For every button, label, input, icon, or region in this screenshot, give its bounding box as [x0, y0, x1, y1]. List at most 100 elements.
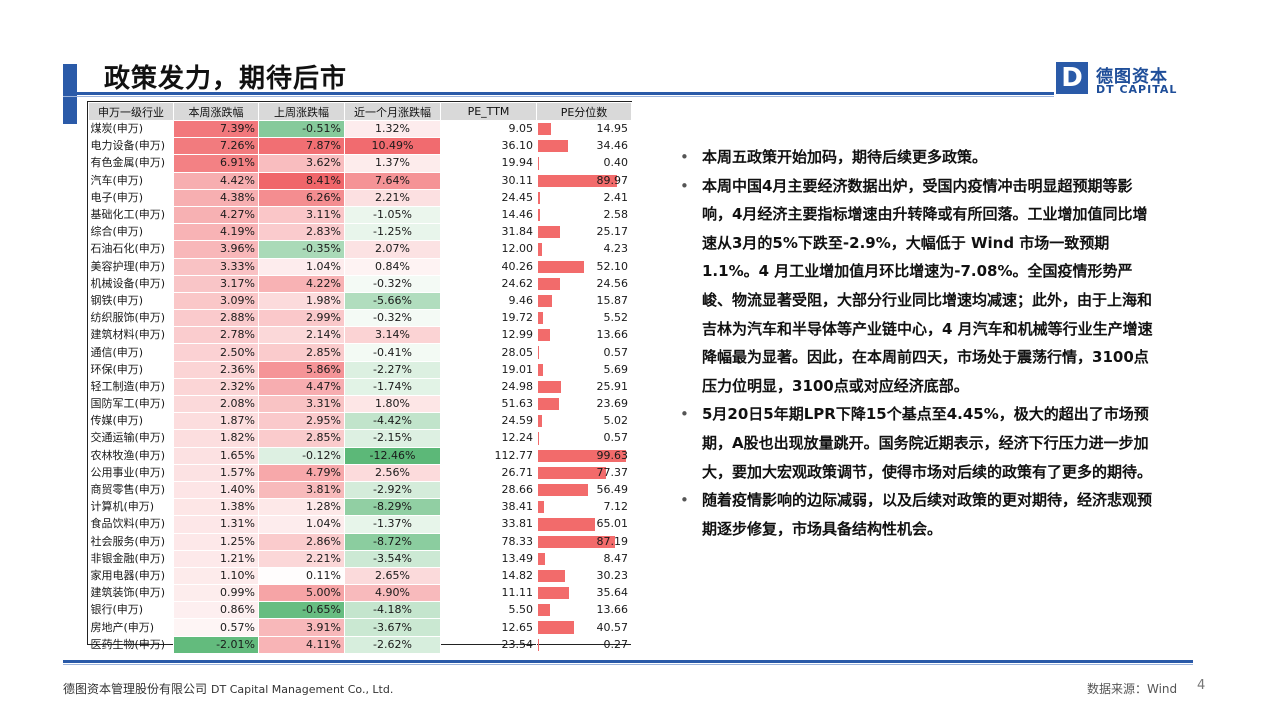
month-change: 1.32%: [344, 119, 441, 139]
month-change: -0.41%: [344, 343, 441, 362]
pe-percentile: 5.02: [536, 412, 632, 431]
pe-percentile: 40.57: [536, 618, 632, 637]
bullet-item: • 本周中国4月主要经济数据出炉，受国内疫情冲击明显超预期等影响，4月经济主要指标…: [680, 172, 1160, 401]
pe-percentile-value: 25.91: [596, 379, 629, 393]
industry-name: 家用电器(申万): [88, 566, 174, 586]
week-change: 1.40%: [173, 480, 259, 500]
week-change: -2.01%: [173, 635, 259, 654]
pe-percentile-bar: [538, 312, 543, 325]
pe-percentile-bar: [538, 191, 541, 204]
pe-ttm: 30.11: [440, 171, 537, 190]
bullet-dot-icon: •: [680, 148, 689, 166]
month-change: 2.21%: [344, 188, 441, 207]
pe-percentile-bar: [538, 501, 545, 514]
table-row: 计算机(申万) 1.38% 1.28% -8.29% 38.41 7.12: [88, 498, 632, 517]
pe-percentile: 25.91: [536, 377, 632, 397]
week-change: 4.19%: [173, 223, 259, 242]
bullet-dot-icon: •: [680, 176, 689, 195]
pe-percentile-bar: [538, 226, 561, 239]
pe-ttm: 112.77: [440, 446, 537, 465]
table-row: 煤炭(申万) 7.39% -0.51% 1.32% 9.05 14.95: [88, 119, 632, 139]
table-row: 机械设备(申万) 3.17% 4.22% -0.32% 24.62 24.56: [88, 274, 632, 293]
week-change: 3.33%: [173, 257, 259, 276]
table-row: 农林牧渔(申万) 1.65% -0.12% -12.46% 112.77 99.63: [88, 446, 632, 465]
table-row: 综合(申万) 4.19% 2.83% -1.25% 31.84 25.17: [88, 223, 632, 242]
week-change: 1.65%: [173, 446, 259, 465]
pe-ttm: 23.54: [440, 635, 537, 654]
industry-name: 煤炭(申万): [88, 119, 174, 139]
title-divider-thin: [63, 96, 1191, 97]
table-row: 交通运输(申万) 1.82% 2.85% -2.15% 12.24 0.57: [88, 429, 632, 448]
table-row: 通信(申万) 2.50% 2.85% -0.41% 28.05 0.57: [88, 343, 632, 362]
last-week-change: -0.65%: [258, 601, 345, 620]
pe-percentile-bar: [538, 483, 588, 497]
industry-name: 综合(申万): [88, 223, 174, 242]
pe-percentile-value: 8.47: [603, 551, 629, 565]
bullet-item: • 5月20日5年期LPR下降15个基点至4.45%，极大的超出了市场预期，A股也…: [680, 400, 1160, 486]
bullet-text: 本周五政策开始加码，期待后续更多政策。: [702, 148, 988, 166]
industry-name: 石油石化(申万): [88, 240, 174, 259]
last-week-change: 1.98%: [258, 291, 345, 311]
pe-percentile: 77.37: [536, 463, 632, 482]
table-row: 房地产(申万) 0.57% 3.91% -3.67% 12.65 40.57: [88, 618, 632, 637]
week-change: 3.09%: [173, 291, 259, 311]
week-change: 1.87%: [173, 412, 259, 431]
pe-percentile: 13.66: [536, 601, 632, 620]
pe-percentile-value: 35.64: [596, 586, 629, 600]
table-row: 食品饮料(申万) 1.31% 1.04% -1.37% 33.81 65.01: [88, 515, 632, 534]
table-row: 非银金融(申万) 1.21% 2.21% -3.54% 13.49 8.47: [88, 549, 632, 568]
pe-percentile-value: 2.41: [603, 190, 629, 204]
last-week-change: 4.79%: [258, 463, 345, 482]
last-week-change: 2.14%: [258, 326, 345, 345]
last-week-change: 5.00%: [258, 584, 345, 603]
pe-percentile-value: 87.19: [596, 534, 629, 548]
week-change: 1.38%: [173, 498, 259, 517]
week-change: 0.99%: [173, 584, 259, 603]
last-week-change: 2.85%: [258, 429, 345, 448]
table-row: 基础化工(申万) 4.27% 3.11% -1.05% 14.46 2.58: [88, 205, 632, 225]
pe-percentile-bar: [538, 346, 539, 359]
week-change: 2.78%: [173, 326, 259, 345]
month-change: -5.66%: [344, 291, 441, 311]
month-change: 2.07%: [344, 240, 441, 259]
table-row: 商贸零售(申万) 1.40% 3.81% -2.92% 28.66 56.49: [88, 480, 632, 500]
industry-name: 纺织服饰(申万): [88, 309, 174, 328]
pe-percentile-value: 15.87: [596, 293, 629, 307]
pe-percentile-value: 25.17: [596, 225, 629, 239]
pe-percentile: 0.57: [536, 429, 632, 448]
pe-percentile: 35.64: [536, 584, 632, 603]
pe-percentile: 0.40: [536, 154, 632, 173]
pe-percentile-value: 65.01: [596, 517, 629, 531]
pe-ttm: 24.59: [440, 412, 537, 431]
industry-name: 基础化工(申万): [88, 205, 174, 225]
industry-name: 有色金属(申万): [88, 154, 174, 173]
pe-ttm: 40.26: [440, 257, 537, 276]
pe-ttm: 12.65: [440, 618, 537, 637]
last-week-change: 0.11%: [258, 566, 345, 586]
table-row: 纺织服饰(申万) 2.88% 2.99% -0.32% 19.72 5.52: [88, 309, 632, 328]
pe-ttm: 12.99: [440, 326, 537, 345]
month-change: -8.72%: [344, 532, 441, 551]
last-week-change: 2.99%: [258, 309, 345, 328]
pe-ttm: 31.84: [440, 223, 537, 242]
pe-percentile: 2.41: [536, 188, 632, 207]
month-change: -12.46%: [344, 446, 441, 465]
month-change: -1.74%: [344, 377, 441, 397]
industry-name: 轻工制造(申万): [88, 377, 174, 397]
pe-ttm: 28.05: [440, 343, 537, 362]
table-row: 社会服务(申万) 1.25% 2.86% -8.72% 78.33 87.19: [88, 532, 632, 551]
pe-percentile-bar: [538, 398, 559, 411]
header-pe-ttm: PE_TTM: [440, 102, 537, 121]
pe-ttm: 19.72: [440, 309, 537, 328]
header-week-change: 本周涨跌幅: [173, 102, 259, 121]
month-change: -1.25%: [344, 223, 441, 242]
week-change: 2.36%: [173, 360, 259, 379]
pe-percentile-value: 0.57: [603, 431, 629, 445]
last-week-change: 2.86%: [258, 532, 345, 551]
logo-text-en: DT CAPITAL: [1096, 83, 1178, 96]
month-change: 3.14%: [344, 326, 441, 345]
week-change: 1.82%: [173, 429, 259, 448]
month-change: 2.65%: [344, 566, 441, 586]
week-change: 4.42%: [173, 171, 259, 190]
last-week-change: 1.28%: [258, 498, 345, 517]
